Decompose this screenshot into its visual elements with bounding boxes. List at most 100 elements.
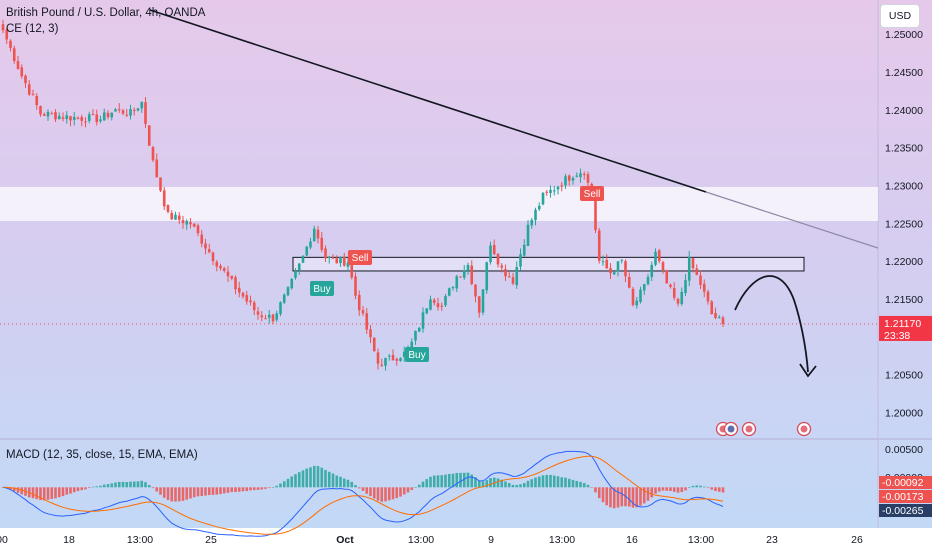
candle-body[interactable] [601, 261, 605, 263]
candle-body[interactable] [335, 258, 339, 264]
candle-body[interactable] [181, 220, 185, 224]
candle-body[interactable] [327, 256, 331, 258]
candle-body[interactable] [466, 265, 470, 271]
candle-body[interactable] [372, 337, 376, 352]
candle-body[interactable] [432, 299, 436, 303]
candle-body[interactable] [16, 61, 20, 69]
currency-button[interactable]: USD [880, 4, 920, 28]
candle-body[interactable] [5, 29, 9, 40]
candle-body[interactable] [384, 357, 387, 366]
candle-body[interactable] [489, 245, 492, 263]
candle-body[interactable] [706, 291, 710, 302]
candle-body[interactable] [99, 119, 102, 122]
candle-body[interactable] [477, 296, 481, 313]
candle-body[interactable] [324, 248, 327, 259]
candle-body[interactable] [699, 275, 702, 285]
candle-body[interactable] [365, 313, 369, 330]
candle-body[interactable] [429, 299, 432, 310]
candle-body[interactable] [1, 24, 5, 31]
candle-body[interactable] [485, 262, 489, 291]
candle-body[interactable] [110, 112, 114, 118]
candle-body[interactable] [669, 284, 672, 287]
candle-body[interactable] [27, 84, 31, 95]
candle-body[interactable] [387, 355, 391, 357]
candle-body[interactable] [267, 314, 271, 318]
symbol-title[interactable]: British Pound / U.S. Dollar, 4h, OANDA [6, 7, 206, 19]
candle-body[interactable] [84, 121, 87, 123]
candle-body[interactable] [264, 318, 267, 320]
candle-body[interactable] [571, 178, 575, 181]
trend-line-extension[interactable] [705, 191, 879, 249]
candle-body[interactable] [459, 276, 462, 278]
candle-body[interactable] [129, 109, 132, 116]
candle-body[interactable] [80, 117, 84, 121]
candle-body[interactable] [646, 277, 650, 285]
candle-body[interactable] [177, 215, 181, 220]
candle-body[interactable] [447, 288, 451, 296]
candle-body[interactable] [695, 268, 699, 275]
candle-body[interactable] [132, 109, 136, 111]
candle-body[interactable] [657, 250, 661, 262]
candle-body[interactable] [312, 228, 316, 242]
candle-body[interactable] [271, 314, 275, 322]
macd-label[interactable]: MACD (12, 35, close, 15, EMA, EMA) [6, 449, 198, 461]
signal-marker-buy[interactable] [310, 281, 334, 296]
candle-body[interactable] [245, 295, 249, 302]
candle-body[interactable] [219, 265, 222, 269]
candle-body[interactable] [346, 262, 350, 267]
candle-body[interactable] [582, 173, 586, 175]
candle-body[interactable] [331, 257, 335, 259]
candle-body[interactable] [597, 230, 601, 261]
candle-body[interactable] [222, 268, 226, 271]
candle-body[interactable] [121, 110, 125, 114]
candle-body[interactable] [436, 303, 440, 308]
candle-body[interactable] [174, 214, 177, 220]
candle-body[interactable] [612, 272, 616, 275]
candle-body[interactable] [256, 311, 260, 315]
candle-body[interactable] [541, 192, 545, 205]
candle-body[interactable] [241, 292, 245, 297]
candle-body[interactable] [616, 261, 620, 272]
candle-body[interactable] [144, 102, 147, 124]
candle-body[interactable] [481, 289, 485, 313]
candle-body[interactable] [684, 280, 687, 294]
candle-body[interactable] [350, 262, 354, 278]
candle-body[interactable] [534, 209, 537, 221]
candle-body[interactable] [417, 327, 421, 332]
candle-body[interactable] [140, 101, 144, 109]
candle-body[interactable] [560, 185, 564, 187]
candle-body[interactable] [507, 276, 511, 278]
candle-body[interactable] [391, 354, 395, 361]
candle-body[interactable] [567, 175, 571, 181]
candle-body[interactable] [369, 329, 372, 338]
candle-body[interactable] [410, 341, 414, 352]
candle-body[interactable] [395, 358, 399, 361]
candle-body[interactable] [102, 112, 106, 121]
candle-body[interactable] [237, 287, 241, 293]
candle-body[interactable] [537, 205, 541, 210]
trend-line[interactable] [149, 9, 707, 193]
candle-body[interactable] [12, 48, 16, 62]
candle-body[interactable] [136, 108, 140, 111]
candle-body[interactable] [425, 308, 429, 314]
candle-body[interactable] [69, 116, 72, 121]
candle-body[interactable] [24, 75, 27, 84]
candle-body[interactable] [357, 294, 361, 311]
candle-body[interactable] [620, 259, 624, 261]
candle-body[interactable] [687, 256, 691, 281]
candle-body[interactable] [234, 277, 237, 290]
candle-body[interactable] [91, 113, 95, 115]
candle-body[interactable] [609, 268, 612, 274]
candle-body[interactable] [470, 265, 474, 285]
candle-body[interactable] [511, 277, 515, 284]
candle-body[interactable] [462, 270, 466, 278]
candle-body[interactable] [515, 267, 519, 286]
candle-body[interactable] [9, 40, 12, 48]
candle-body[interactable] [39, 106, 42, 115]
candle-body[interactable] [290, 279, 294, 289]
candle-body[interactable] [230, 275, 234, 279]
candle-body[interactable] [207, 249, 211, 253]
indicator-label[interactable]: CE (12, 3) [6, 23, 59, 35]
candle-body[interactable] [710, 301, 714, 315]
